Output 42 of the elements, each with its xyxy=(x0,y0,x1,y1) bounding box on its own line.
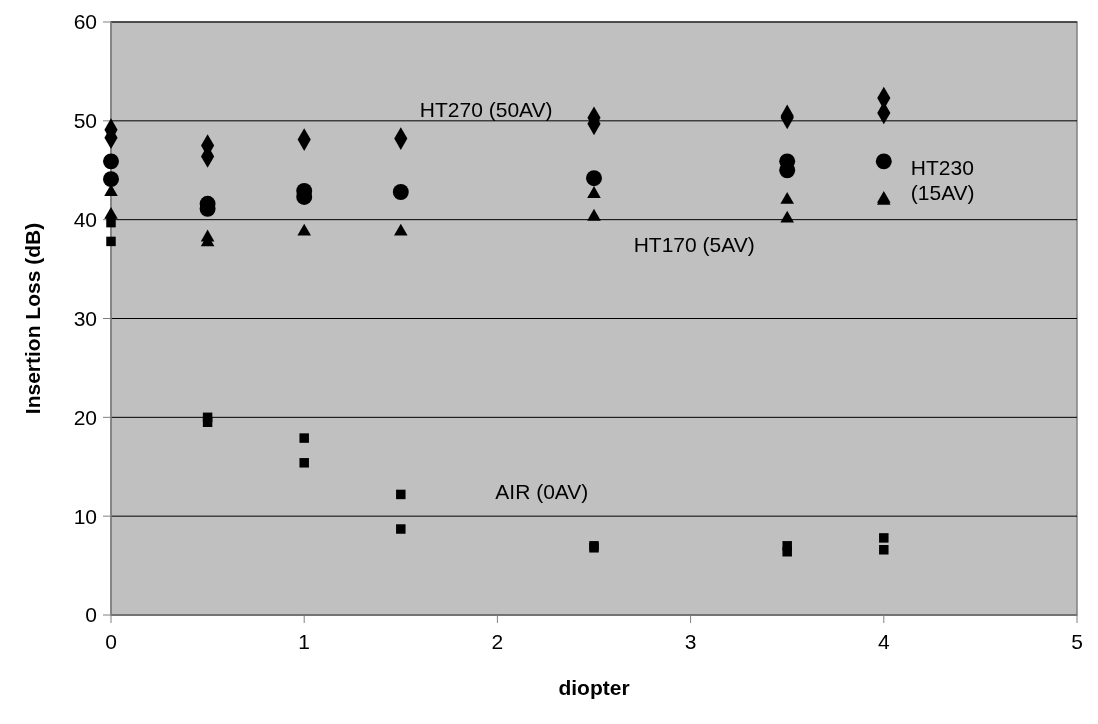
point xyxy=(587,208,601,221)
point xyxy=(587,186,601,198)
point xyxy=(396,489,406,500)
series-label: AIR (0AV) xyxy=(495,480,589,504)
x-tick-label: 5 xyxy=(1071,630,1083,653)
point xyxy=(299,458,309,468)
y-tick-label: 40 xyxy=(73,208,97,232)
point xyxy=(106,217,116,228)
point xyxy=(104,206,118,219)
y-tick-label: 20 xyxy=(73,405,97,429)
point xyxy=(392,184,409,200)
point xyxy=(396,524,406,534)
point xyxy=(103,171,119,188)
point xyxy=(875,153,892,170)
y-tick-label: 10 xyxy=(73,504,97,528)
point xyxy=(106,236,116,247)
point xyxy=(202,417,213,428)
y-tick-label: 30 xyxy=(73,306,97,330)
point xyxy=(586,170,602,187)
series-label: HT270 (50AV) xyxy=(419,97,553,121)
series-label: HT230 (15AV) xyxy=(910,156,975,205)
point xyxy=(780,192,794,204)
x-tick-label: 1 xyxy=(298,630,311,653)
point xyxy=(299,433,309,443)
point xyxy=(879,533,889,543)
y-tick-label: 60 xyxy=(73,10,97,34)
y-axis-title: Insertion Loss (dB) xyxy=(21,222,44,415)
x-tick-label: 3 xyxy=(684,630,697,653)
point xyxy=(104,184,118,196)
y-tick-label: 50 xyxy=(73,109,97,133)
y-tick-label: 0 xyxy=(85,603,97,627)
x-tick-label: 4 xyxy=(877,630,890,653)
point xyxy=(297,223,311,236)
point xyxy=(782,547,792,557)
series-label: HT170 (5AV) xyxy=(633,233,755,257)
point xyxy=(879,545,889,555)
x-tick-label: 2 xyxy=(491,630,504,653)
point xyxy=(780,210,794,223)
point xyxy=(103,153,119,170)
point xyxy=(394,223,408,236)
x-tick-label: 0 xyxy=(105,630,117,653)
x-axis-title: diopter xyxy=(558,676,630,699)
